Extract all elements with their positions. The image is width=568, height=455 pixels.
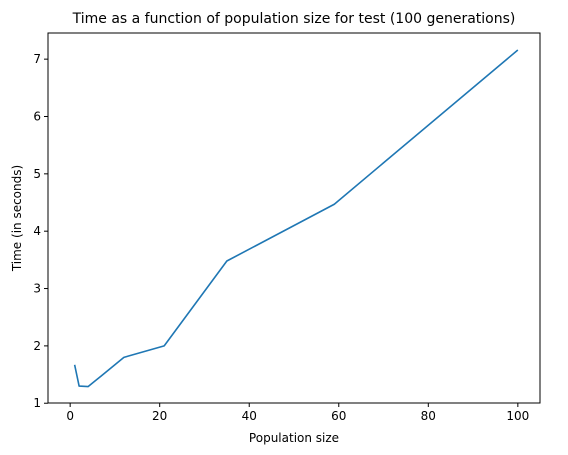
x-axis-label: Population size	[249, 431, 339, 445]
plot-frame	[47, 32, 541, 404]
x-tick-label: 0	[66, 409, 74, 423]
x-tick-label: 80	[421, 409, 436, 423]
y-tick-label: 7	[33, 52, 41, 66]
x-tick-label: 100	[506, 409, 529, 423]
y-axis-label: Time (in seconds)	[10, 165, 24, 272]
y-axis-ticks: 1 2 3 4 5 6 7	[33, 52, 48, 410]
y-tick-label: 6	[33, 109, 41, 123]
chart-title: Time as a function of population size fo…	[72, 11, 516, 27]
y-tick-label: 3	[33, 282, 41, 296]
series-line	[73, 49, 519, 388]
x-tick-label: 20	[152, 409, 167, 423]
x-tick-label: 60	[331, 409, 346, 423]
y-tick-label: 2	[33, 339, 41, 353]
series-layer	[73, 49, 519, 388]
x-tick-label: 40	[242, 409, 257, 423]
y-tick-label: 4	[33, 224, 41, 238]
x-axis-ticks: 0 20 40 60 80 100	[66, 403, 529, 423]
y-tick-label: 5	[33, 167, 41, 181]
y-tick-label: 1	[33, 396, 41, 410]
